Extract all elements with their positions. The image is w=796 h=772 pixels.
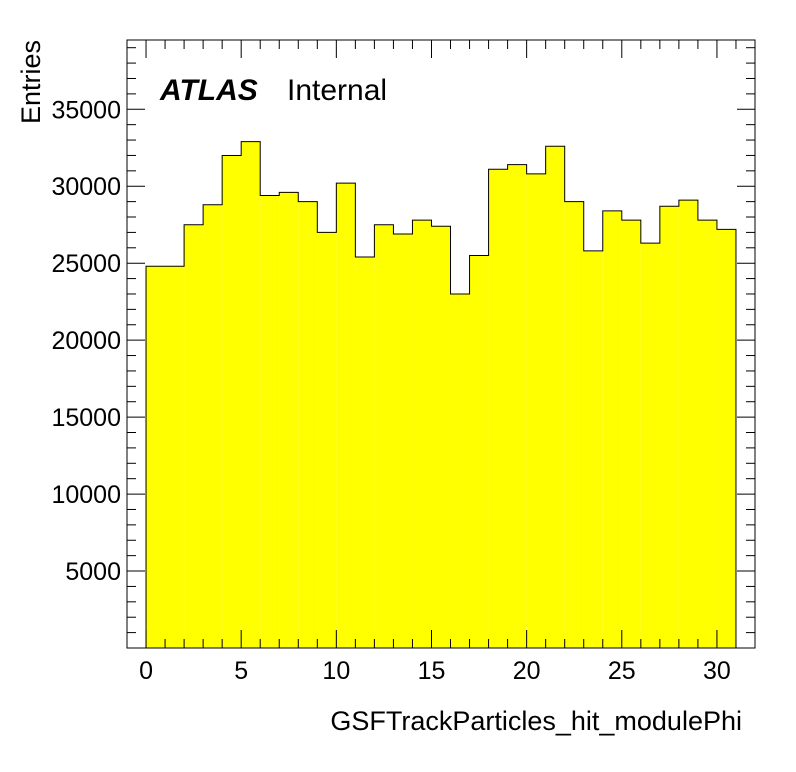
y-axis-title: Entries	[16, 40, 46, 124]
y-tick-label: 5000	[65, 558, 121, 586]
histogram-bar	[146, 266, 166, 648]
histogram-bar	[526, 173, 546, 648]
x-tick-label: 30	[703, 657, 731, 685]
histogram-bar	[222, 155, 242, 648]
internal-label: Internal	[287, 74, 387, 107]
histogram-bar	[317, 232, 337, 648]
histogram-bar	[659, 206, 679, 648]
histogram-bar	[678, 200, 698, 649]
histogram-bar	[374, 224, 394, 648]
tick-labels: 0 5 10 15 20 25 30 5000 10000 15000 20000 25000 3000…	[51, 96, 730, 685]
histogram-bar	[564, 201, 584, 649]
histogram-bar	[697, 220, 717, 649]
histogram-bar	[450, 293, 470, 648]
x-tick-label: 5	[234, 657, 248, 685]
y-tick-label: 25000	[51, 250, 121, 278]
histogram-bar	[260, 195, 280, 648]
histogram-bar	[716, 229, 736, 648]
x-tick-label: 20	[513, 657, 541, 685]
histogram-bar	[602, 210, 622, 648]
histogram-bar	[184, 224, 204, 648]
x-tick-label: 15	[418, 657, 446, 685]
x-tick-label: 10	[322, 657, 350, 685]
histogram-bar	[355, 257, 375, 648]
plot-frame	[126, 39, 756, 649]
x-tick-label: 0	[139, 657, 153, 685]
x-axis-title: GSFTrackParticles_hit_modulePhi	[330, 706, 742, 736]
histogram-bar	[469, 255, 489, 649]
histogram-bar	[431, 226, 451, 648]
histogram-bar	[203, 204, 223, 648]
y-tick-label: 10000	[51, 481, 121, 509]
histogram-bar	[621, 220, 641, 649]
histogram-bar	[507, 164, 527, 649]
y-tick-label: 35000	[51, 96, 121, 124]
y-tick-label: 15000	[51, 404, 121, 432]
axis-ticks	[126, 40, 756, 648]
histogram-bar	[336, 183, 356, 649]
histogram-bars	[145, 141, 737, 649]
histogram-bar	[583, 250, 603, 648]
histogram-bar	[241, 141, 261, 648]
y-tick-label: 20000	[51, 327, 121, 355]
histogram-bar	[640, 243, 660, 648]
atlas-label: ATLAS	[159, 74, 258, 107]
histogram-outline	[145, 141, 737, 648]
histogram-bar	[488, 169, 508, 648]
x-tick-label: 25	[608, 657, 636, 685]
histogram-bar	[298, 201, 318, 649]
histogram-bar	[165, 266, 185, 648]
y-tick-label: 30000	[51, 173, 121, 201]
histogram-bar	[393, 233, 413, 648]
histogram-bar	[412, 220, 432, 649]
histogram-bar	[279, 192, 299, 648]
histogram-bar	[545, 146, 565, 649]
